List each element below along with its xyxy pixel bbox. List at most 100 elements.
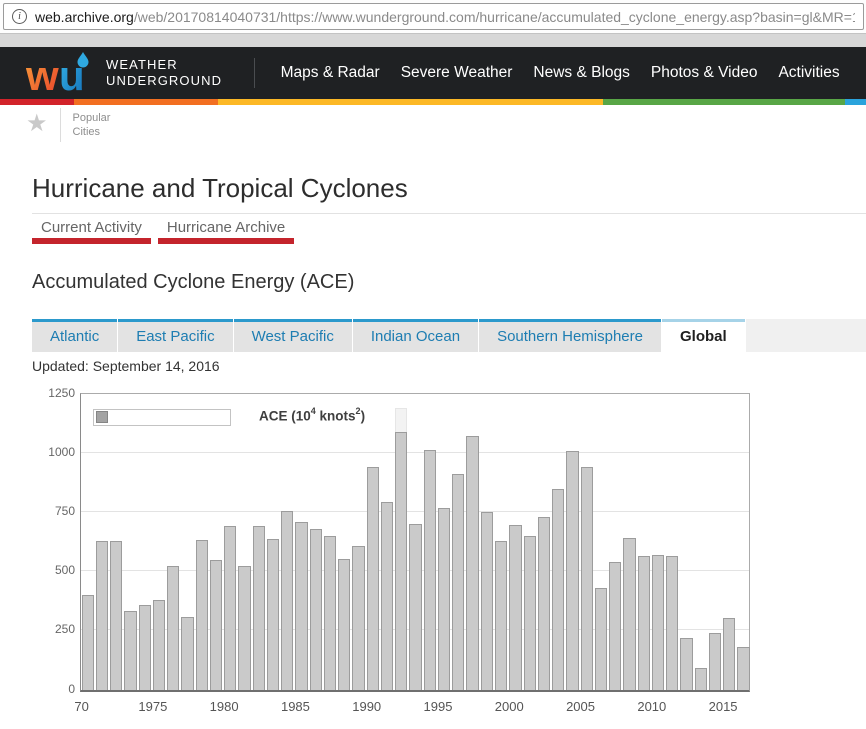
nav-maps-radar[interactable]: Maps & Radar <box>270 47 390 99</box>
updated-timestamp: Updated: September 14, 2016 <box>32 358 866 374</box>
legend-label-part: knots <box>316 408 356 423</box>
bar-1998[interactable] <box>481 512 493 690</box>
basin-tabs: Atlantic East Pacific West Pacific India… <box>32 319 866 352</box>
bar-1988[interactable] <box>338 559 350 689</box>
bar-2005[interactable] <box>581 467 593 690</box>
page-title: Hurricane and Tropical Cyclones <box>32 174 866 203</box>
logo-text: WEATHER UNDERGROUND <box>106 57 222 89</box>
gridline-750 <box>81 511 749 512</box>
bar-1987[interactable] <box>324 536 336 690</box>
x-axis-label-1975: 1975 <box>138 699 167 714</box>
bar-1996[interactable] <box>452 474 464 690</box>
tab-hurricane-archive[interactable]: Hurricane Archive <box>158 220 294 244</box>
bar-1979[interactable] <box>210 560 222 690</box>
bar-1981[interactable] <box>238 566 250 689</box>
wu-logo-icon: w u <box>26 51 96 95</box>
nav-photos-video[interactable]: Photos & Video <box>640 47 768 99</box>
x-axis-label-1995: 1995 <box>424 699 453 714</box>
rainbow-yellow <box>218 99 603 105</box>
bar-2010[interactable] <box>652 555 664 689</box>
bar-2009[interactable] <box>638 556 650 690</box>
bar-1999[interactable] <box>495 541 507 690</box>
legend-label-sup: 2 <box>356 406 361 416</box>
x-axis-label-2005: 2005 <box>566 699 595 714</box>
bar-1997[interactable] <box>466 436 478 689</box>
bar-1986[interactable] <box>310 529 322 690</box>
bar-1976[interactable] <box>167 566 179 690</box>
bar-1975[interactable] <box>153 600 165 690</box>
section-title: Accumulated Cyclone Energy (ACE) <box>32 271 866 294</box>
popular-line-2: Cities <box>73 126 101 138</box>
svg-text:w: w <box>26 52 59 95</box>
tab-current-activity[interactable]: Current Activity <box>32 220 151 244</box>
popular-line-1: Popular <box>73 112 111 124</box>
bar-1994[interactable] <box>424 450 436 689</box>
bar-1985[interactable] <box>295 522 307 689</box>
x-axis-label-1970: 70 <box>74 699 88 714</box>
bar-2013[interactable] <box>695 668 707 690</box>
browser-chrome-strip <box>0 33 866 47</box>
basin-tab-global[interactable]: Global <box>662 319 745 352</box>
basin-tab-indian-ocean[interactable]: Indian Ocean <box>353 319 478 352</box>
nav-news-blogs[interactable]: News & Blogs <box>523 47 640 99</box>
tab-hurricane-archive-label: Hurricane Archive <box>158 220 294 235</box>
bar-2008[interactable] <box>623 538 635 690</box>
bar-1970[interactable] <box>82 595 94 690</box>
bar-1980[interactable] <box>224 526 236 689</box>
rainbow-green <box>603 99 845 105</box>
bar-1977[interactable] <box>181 617 193 690</box>
bar-2004[interactable] <box>566 451 578 690</box>
bar-2000[interactable] <box>509 525 521 689</box>
basin-tab-east-pacific[interactable]: East Pacific <box>118 319 232 352</box>
bar-1973[interactable] <box>124 611 136 689</box>
logo-line-1: WEATHER <box>106 57 222 73</box>
y-axis-label-750: 750 <box>55 504 75 518</box>
legend-label: ACE (104 knots2) <box>259 407 365 424</box>
bar-1984[interactable] <box>281 511 293 690</box>
basin-tab-southern-hemisphere[interactable]: Southern Hemisphere <box>479 319 661 352</box>
bar-2002[interactable] <box>538 517 550 689</box>
y-axis-label-1000: 1000 <box>48 445 75 459</box>
bar-1971[interactable] <box>96 541 108 689</box>
nav-severe-weather[interactable]: Severe Weather <box>390 47 523 99</box>
bar-2015[interactable] <box>723 618 735 690</box>
bar-2012[interactable] <box>680 638 692 690</box>
bar-1974[interactable] <box>139 605 151 690</box>
popular-cities-label: Popular Cities <box>73 111 111 140</box>
bar-1978[interactable] <box>196 540 208 690</box>
bar-1991[interactable] <box>381 502 393 689</box>
main-nav: Maps & Radar Severe Weather News & Blogs… <box>270 47 850 99</box>
bar-1990[interactable] <box>367 467 379 690</box>
bar-2003[interactable] <box>552 489 564 689</box>
bar-2014[interactable] <box>709 633 721 690</box>
bar-1972[interactable] <box>110 541 122 690</box>
plot-area: ACE (104 knots2) 02505007501000125070197… <box>80 393 750 692</box>
bar-2016[interactable] <box>737 647 749 690</box>
page-info-icon[interactable]: i <box>12 9 27 24</box>
y-axis-label-250: 250 <box>55 622 75 636</box>
bar-1982[interactable] <box>253 526 265 690</box>
y-axis-label-500: 500 <box>55 563 75 577</box>
bar-2001[interactable] <box>524 536 536 690</box>
tab-underline <box>158 238 294 244</box>
bar-2007[interactable] <box>609 562 621 690</box>
x-axis-label-1990: 1990 <box>352 699 381 714</box>
bar-1995[interactable] <box>438 508 450 690</box>
y-axis-label-1250: 1250 <box>48 386 75 400</box>
bar-1989[interactable] <box>352 546 364 689</box>
bar-1983[interactable] <box>267 539 279 690</box>
x-axis-label-2010: 2010 <box>637 699 666 714</box>
bar-1992[interactable] <box>395 432 407 690</box>
popular-cities[interactable]: ★ Popular Cities <box>0 105 866 145</box>
basin-tab-atlantic[interactable]: Atlantic <box>32 319 117 352</box>
chart-legend[interactable] <box>93 409 231 426</box>
bar-1993[interactable] <box>409 524 421 690</box>
bar-highlight-1992 <box>395 408 407 432</box>
bar-2006[interactable] <box>595 588 607 690</box>
wu-logo[interactable]: w u WEATHER UNDERGROUND <box>26 51 222 95</box>
address-bar[interactable]: i web.archive.org/web/20170814040731/htt… <box>3 3 864 30</box>
nav-activities[interactable]: Activities <box>768 47 850 99</box>
basin-tab-west-pacific[interactable]: West Pacific <box>234 319 352 352</box>
bar-2011[interactable] <box>666 556 678 690</box>
browser-address-row: i web.archive.org/web/20170814040731/htt… <box>0 0 866 33</box>
